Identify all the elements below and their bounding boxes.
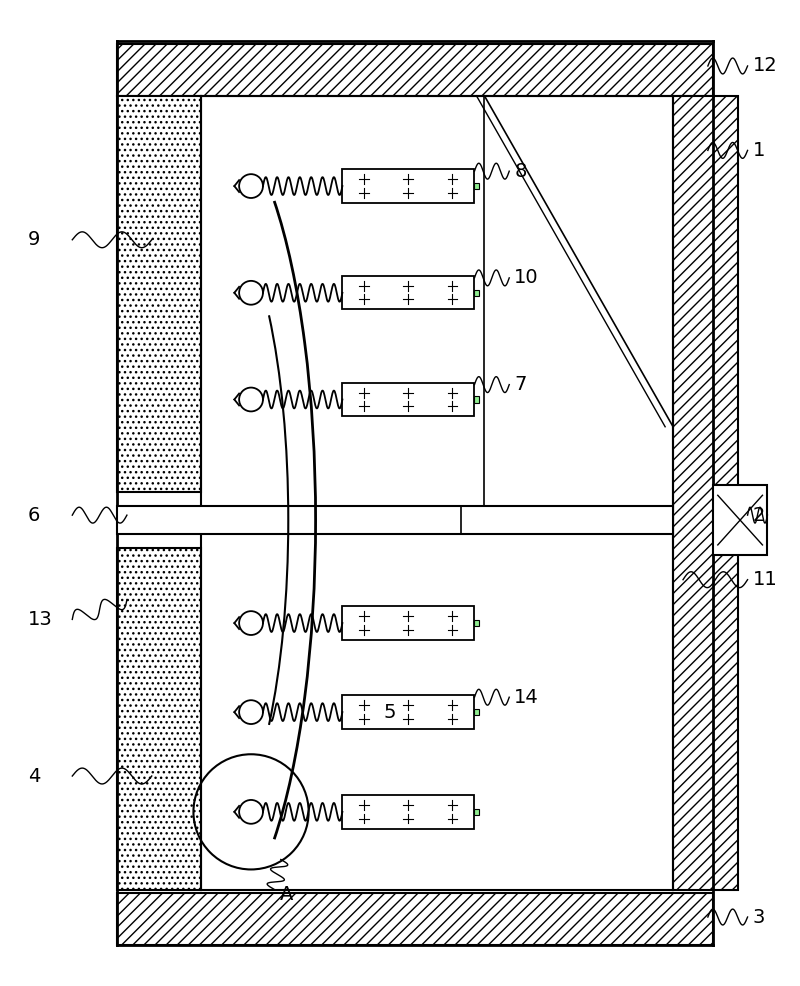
Bar bbox=[117, 506, 673, 534]
Bar bbox=[117, 548, 202, 890]
Text: 2: 2 bbox=[753, 506, 765, 525]
Bar bbox=[342, 276, 474, 310]
Bar bbox=[474, 809, 479, 815]
Text: 3: 3 bbox=[753, 907, 765, 927]
Bar bbox=[342, 606, 474, 640]
Circle shape bbox=[239, 387, 263, 411]
Text: 8: 8 bbox=[514, 162, 526, 180]
Text: 12: 12 bbox=[753, 56, 778, 76]
Text: 11: 11 bbox=[753, 570, 778, 590]
Text: A: A bbox=[280, 884, 294, 904]
Circle shape bbox=[239, 175, 263, 198]
Text: 10: 10 bbox=[514, 268, 539, 287]
Bar bbox=[474, 182, 479, 189]
Bar bbox=[342, 170, 474, 203]
Circle shape bbox=[239, 800, 263, 823]
Text: 9: 9 bbox=[28, 231, 40, 249]
Bar bbox=[673, 96, 738, 890]
Bar bbox=[474, 396, 479, 402]
Bar bbox=[474, 709, 479, 716]
Text: 7: 7 bbox=[514, 375, 526, 394]
Circle shape bbox=[239, 611, 263, 635]
Circle shape bbox=[239, 281, 263, 305]
Text: 5: 5 bbox=[384, 703, 396, 722]
Text: 1: 1 bbox=[753, 141, 765, 160]
Bar bbox=[342, 795, 474, 828]
Circle shape bbox=[239, 700, 263, 724]
Text: 14: 14 bbox=[514, 687, 539, 707]
Text: 4: 4 bbox=[28, 766, 40, 786]
Bar bbox=[117, 893, 713, 945]
Text: 13: 13 bbox=[28, 610, 52, 629]
Text: 6: 6 bbox=[28, 506, 40, 525]
Bar bbox=[117, 96, 202, 492]
Bar bbox=[474, 620, 479, 626]
Bar bbox=[342, 695, 474, 729]
Bar bbox=[713, 485, 767, 555]
Bar bbox=[474, 290, 479, 296]
Bar bbox=[117, 44, 713, 96]
Bar bbox=[342, 383, 474, 416]
